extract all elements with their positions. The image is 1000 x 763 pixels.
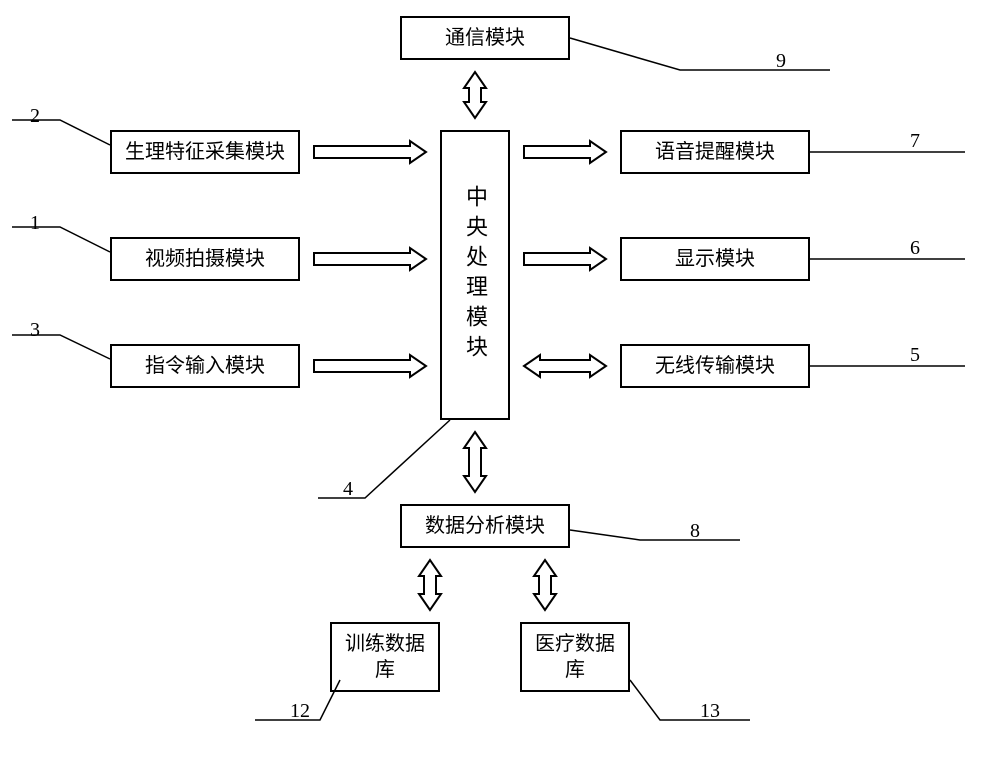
box-label-data: 数据分析模块 — [425, 515, 545, 537]
box-db2: 医疗数据库 — [520, 622, 630, 692]
arrow — [530, 560, 560, 610]
box-right1: 语音提醒模块 — [620, 130, 810, 174]
arrow — [524, 137, 606, 167]
label-number-1: 1 — [30, 212, 40, 235]
box-label-center: 中央处理模块 — [464, 185, 486, 365]
arrow — [314, 137, 426, 167]
box-label-right2: 显示模块 — [675, 248, 755, 270]
arrow — [314, 351, 426, 381]
box-label-db1: 训练数据库 — [342, 631, 428, 683]
label-number-9: 9 — [776, 50, 786, 73]
label-number-5: 5 — [910, 344, 920, 367]
box-center: 中央处理模块 — [440, 130, 510, 420]
box-label-right1: 语音提醒模块 — [655, 141, 775, 163]
box-left1: 生理特征采集模块 — [110, 130, 300, 174]
label-number-8: 8 — [690, 520, 700, 543]
box-label-left3: 指令输入模块 — [145, 355, 265, 377]
arrow — [460, 72, 490, 118]
diagram-canvas: 中央处理模块 通信模块生理特征采集模块视频拍摄模块指令输入模块 语音提醒模块显示模块… — [0, 0, 1000, 763]
arrow — [314, 244, 426, 274]
box-right2: 显示模块 — [620, 237, 810, 281]
arrow — [524, 244, 606, 274]
box-db1: 训练数据库 — [330, 622, 440, 692]
label-number-12: 12 — [290, 700, 310, 723]
box-right3: 无线传输模块 — [620, 344, 810, 388]
box-label-right3: 无线传输模块 — [655, 355, 775, 377]
label-number-7: 7 — [910, 130, 920, 153]
label-number-2: 2 — [30, 105, 40, 128]
label-number-3: 3 — [30, 319, 40, 342]
box-label-top: 通信模块 — [445, 27, 525, 49]
arrow — [415, 560, 445, 610]
label-number-13: 13 — [700, 700, 720, 723]
box-left3: 指令输入模块 — [110, 344, 300, 388]
box-label-left2: 视频拍摄模块 — [145, 248, 265, 270]
arrow — [460, 432, 490, 492]
box-data: 数据分析模块 — [400, 504, 570, 548]
box-label-left1: 生理特征采集模块 — [125, 141, 285, 163]
box-top: 通信模块 — [400, 16, 570, 60]
box-label-db2: 医疗数据库 — [532, 631, 618, 683]
box-left2: 视频拍摄模块 — [110, 237, 300, 281]
label-number-6: 6 — [910, 237, 920, 260]
arrow — [524, 351, 606, 381]
label-number-4: 4 — [343, 478, 353, 501]
